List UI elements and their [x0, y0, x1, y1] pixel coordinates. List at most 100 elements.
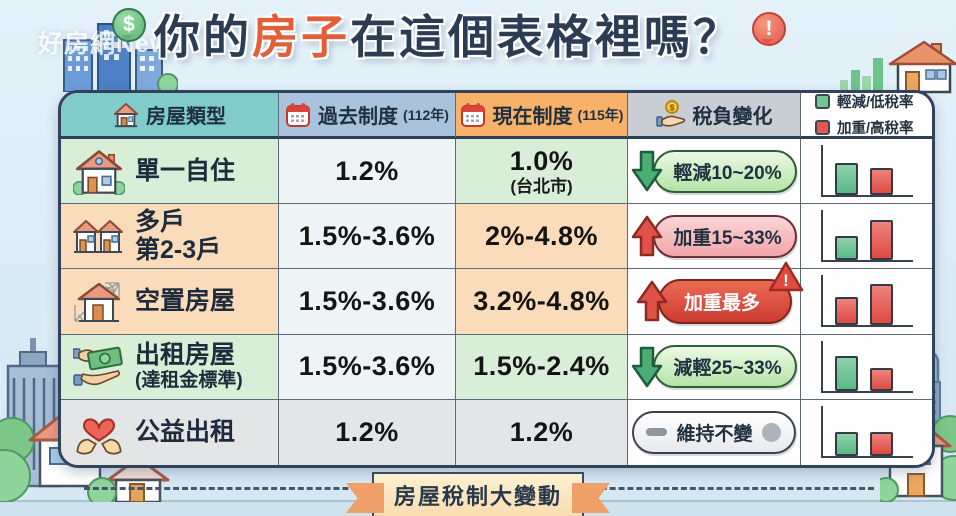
change-pill: 維持不變	[632, 410, 796, 454]
header-housing-type-label: 房屋類型	[146, 106, 226, 128]
change-label: 加重15~33%	[673, 227, 782, 249]
legend-item-low: 輕減/低稅率	[815, 93, 914, 112]
arrow-up-icon	[632, 216, 663, 257]
watermark: 好房網News	[38, 30, 186, 58]
housing-type-label: 單一自住	[135, 156, 236, 185]
calendar-icon	[460, 102, 485, 127]
house-chart-top-right-illustration	[840, 40, 956, 94]
footer-ribbon: 房屋稅制大變動	[371, 472, 585, 516]
chart-cell	[801, 204, 932, 270]
mini-bar-chart	[820, 145, 913, 198]
housing-type-label: 空置房屋	[135, 287, 236, 316]
mini-bar-chart	[820, 340, 913, 393]
warning-icon: !	[768, 261, 804, 292]
change-label: 加重最多	[683, 292, 760, 314]
change-pill: 加重最多 !	[657, 261, 804, 324]
alert-icon: !	[752, 12, 786, 46]
money-icon: $	[112, 8, 146, 42]
tax-table: 房屋類型 過去制度 (112年)	[61, 93, 932, 465]
header-past-label: 過去制度	[318, 106, 399, 128]
title-highlight: 房子	[252, 11, 350, 63]
change-cell: 減輕25~33%	[628, 334, 801, 400]
current-rate-cell: 1.5%-2.4%	[456, 334, 628, 400]
housing-type-label: 出租房屋	[135, 341, 236, 370]
housing-type-sublabel: 第2-3戶	[135, 236, 222, 265]
coin-hand-icon: $	[655, 99, 685, 127]
current-rate-note: (台北市)	[510, 176, 573, 196]
header-current-year: (115年)	[577, 106, 624, 123]
header-past-system: 過去制度 (112年)	[279, 93, 456, 139]
past-rate-cell: 1.2%	[279, 399, 456, 465]
row-multi-unit-type: 多戶 第2-3戶	[61, 204, 279, 270]
past-rate-cell: 1.5%-3.6%	[279, 334, 456, 400]
header-change-label: 稅負變化	[692, 106, 773, 128]
past-rate-value: 1.5%-3.6%	[298, 220, 436, 251]
row-rental-house-type: 出租房屋 (達租金標準)	[61, 334, 279, 400]
footer-dash-left	[84, 487, 384, 490]
row-single-residence-type: 單一自住	[61, 139, 279, 205]
chart-cell	[801, 139, 932, 205]
title-text: 你的房子在這個表格裡嗎？	[154, 6, 742, 68]
past-rate-value: 1.5%-3.6%	[298, 285, 436, 316]
footer-dash-right	[574, 487, 874, 490]
change-pill: 減輕25~33%	[653, 345, 797, 389]
change-label: 輕減10~20%	[673, 162, 782, 184]
header-current-label: 現在制度	[492, 106, 573, 128]
mini-bar-chart	[820, 275, 913, 328]
past-rate-value: 1.2%	[335, 416, 399, 447]
change-cell: 維持不變	[628, 399, 801, 465]
chart-cell	[801, 269, 932, 335]
chart-cell	[801, 334, 932, 400]
past-rate-cell: 1.5%-3.6%	[279, 204, 456, 270]
hands-heart-icon	[76, 418, 122, 455]
current-rate-value: 1.0%	[509, 146, 574, 177]
calendar-icon	[286, 102, 311, 127]
city-buildings-top-left-illustration	[63, 23, 178, 92]
house-icon	[113, 102, 139, 127]
row-vacant-house-type: 空置房屋	[61, 269, 279, 335]
header-tax-change: $ 稅負變化	[628, 93, 801, 139]
housing-type-label: 多戶	[135, 207, 186, 236]
change-cell: 加重15~33%	[628, 204, 801, 270]
change-pill: 加重15~33%	[653, 214, 797, 258]
housing-type-sublabel: (達租金標準)	[135, 370, 243, 392]
current-rate-cell: 1.0% (台北市)	[456, 139, 628, 205]
legend-item-high: 加重/高稅率	[815, 117, 914, 138]
minus-icon	[646, 428, 668, 437]
svg-text:$: $	[669, 102, 674, 112]
current-rate-value: 1.5%-2.4%	[473, 351, 610, 382]
svg-text:!: !	[783, 271, 789, 290]
change-cell: 輕減10~20%	[628, 139, 801, 205]
past-rate-value: 1.5%-3.6%	[298, 351, 436, 382]
header-housing-type: 房屋類型	[61, 93, 279, 139]
header-current-system: 現在制度 (115年)	[456, 93, 628, 139]
single-house-icon	[73, 150, 125, 196]
current-rate-value: 1.2%	[509, 416, 574, 447]
row-charity-rental-type: 公益出租	[61, 399, 279, 465]
double-house-icon	[73, 220, 123, 254]
title-prefix: 你的	[154, 11, 252, 63]
legend-red-swatch	[815, 120, 830, 135]
page-title: $ 你的房子在這個表格裡嗎？ !	[112, 6, 786, 68]
change-label: 維持不變	[676, 423, 753, 445]
current-rate-cell: 3.2%-4.8%	[456, 269, 628, 335]
current-rate-value: 3.2%-4.8%	[473, 285, 610, 316]
past-rate-value: 1.2%	[335, 155, 399, 186]
arrow-down-icon	[632, 150, 663, 192]
past-rate-cell: 1.2%	[279, 139, 456, 205]
legend-high-label: 加重/高稅率	[837, 121, 914, 137]
past-rate-cell: 1.5%-3.6%	[279, 269, 456, 335]
current-rate-cell: 1.2%	[456, 399, 628, 465]
legend-low-label: 輕減/低稅率	[837, 95, 914, 111]
mini-bar-chart	[820, 210, 913, 263]
title-suffix: 在這個表格裡嗎？	[350, 11, 742, 63]
change-cell: 加重最多 !	[628, 261, 804, 335]
current-rate-cell: 2%-4.8%	[456, 204, 628, 270]
legend: 輕減/低稅率 加重/高稅率	[801, 93, 932, 139]
change-pill: 輕減10~20%	[653, 149, 797, 193]
housing-type-label: 公益出租	[135, 418, 236, 447]
legend-green-swatch	[815, 94, 830, 109]
hand-money-icon	[73, 346, 123, 386]
neutral-dot-icon	[761, 422, 781, 442]
vacant-house-cobweb-icon	[74, 282, 121, 323]
